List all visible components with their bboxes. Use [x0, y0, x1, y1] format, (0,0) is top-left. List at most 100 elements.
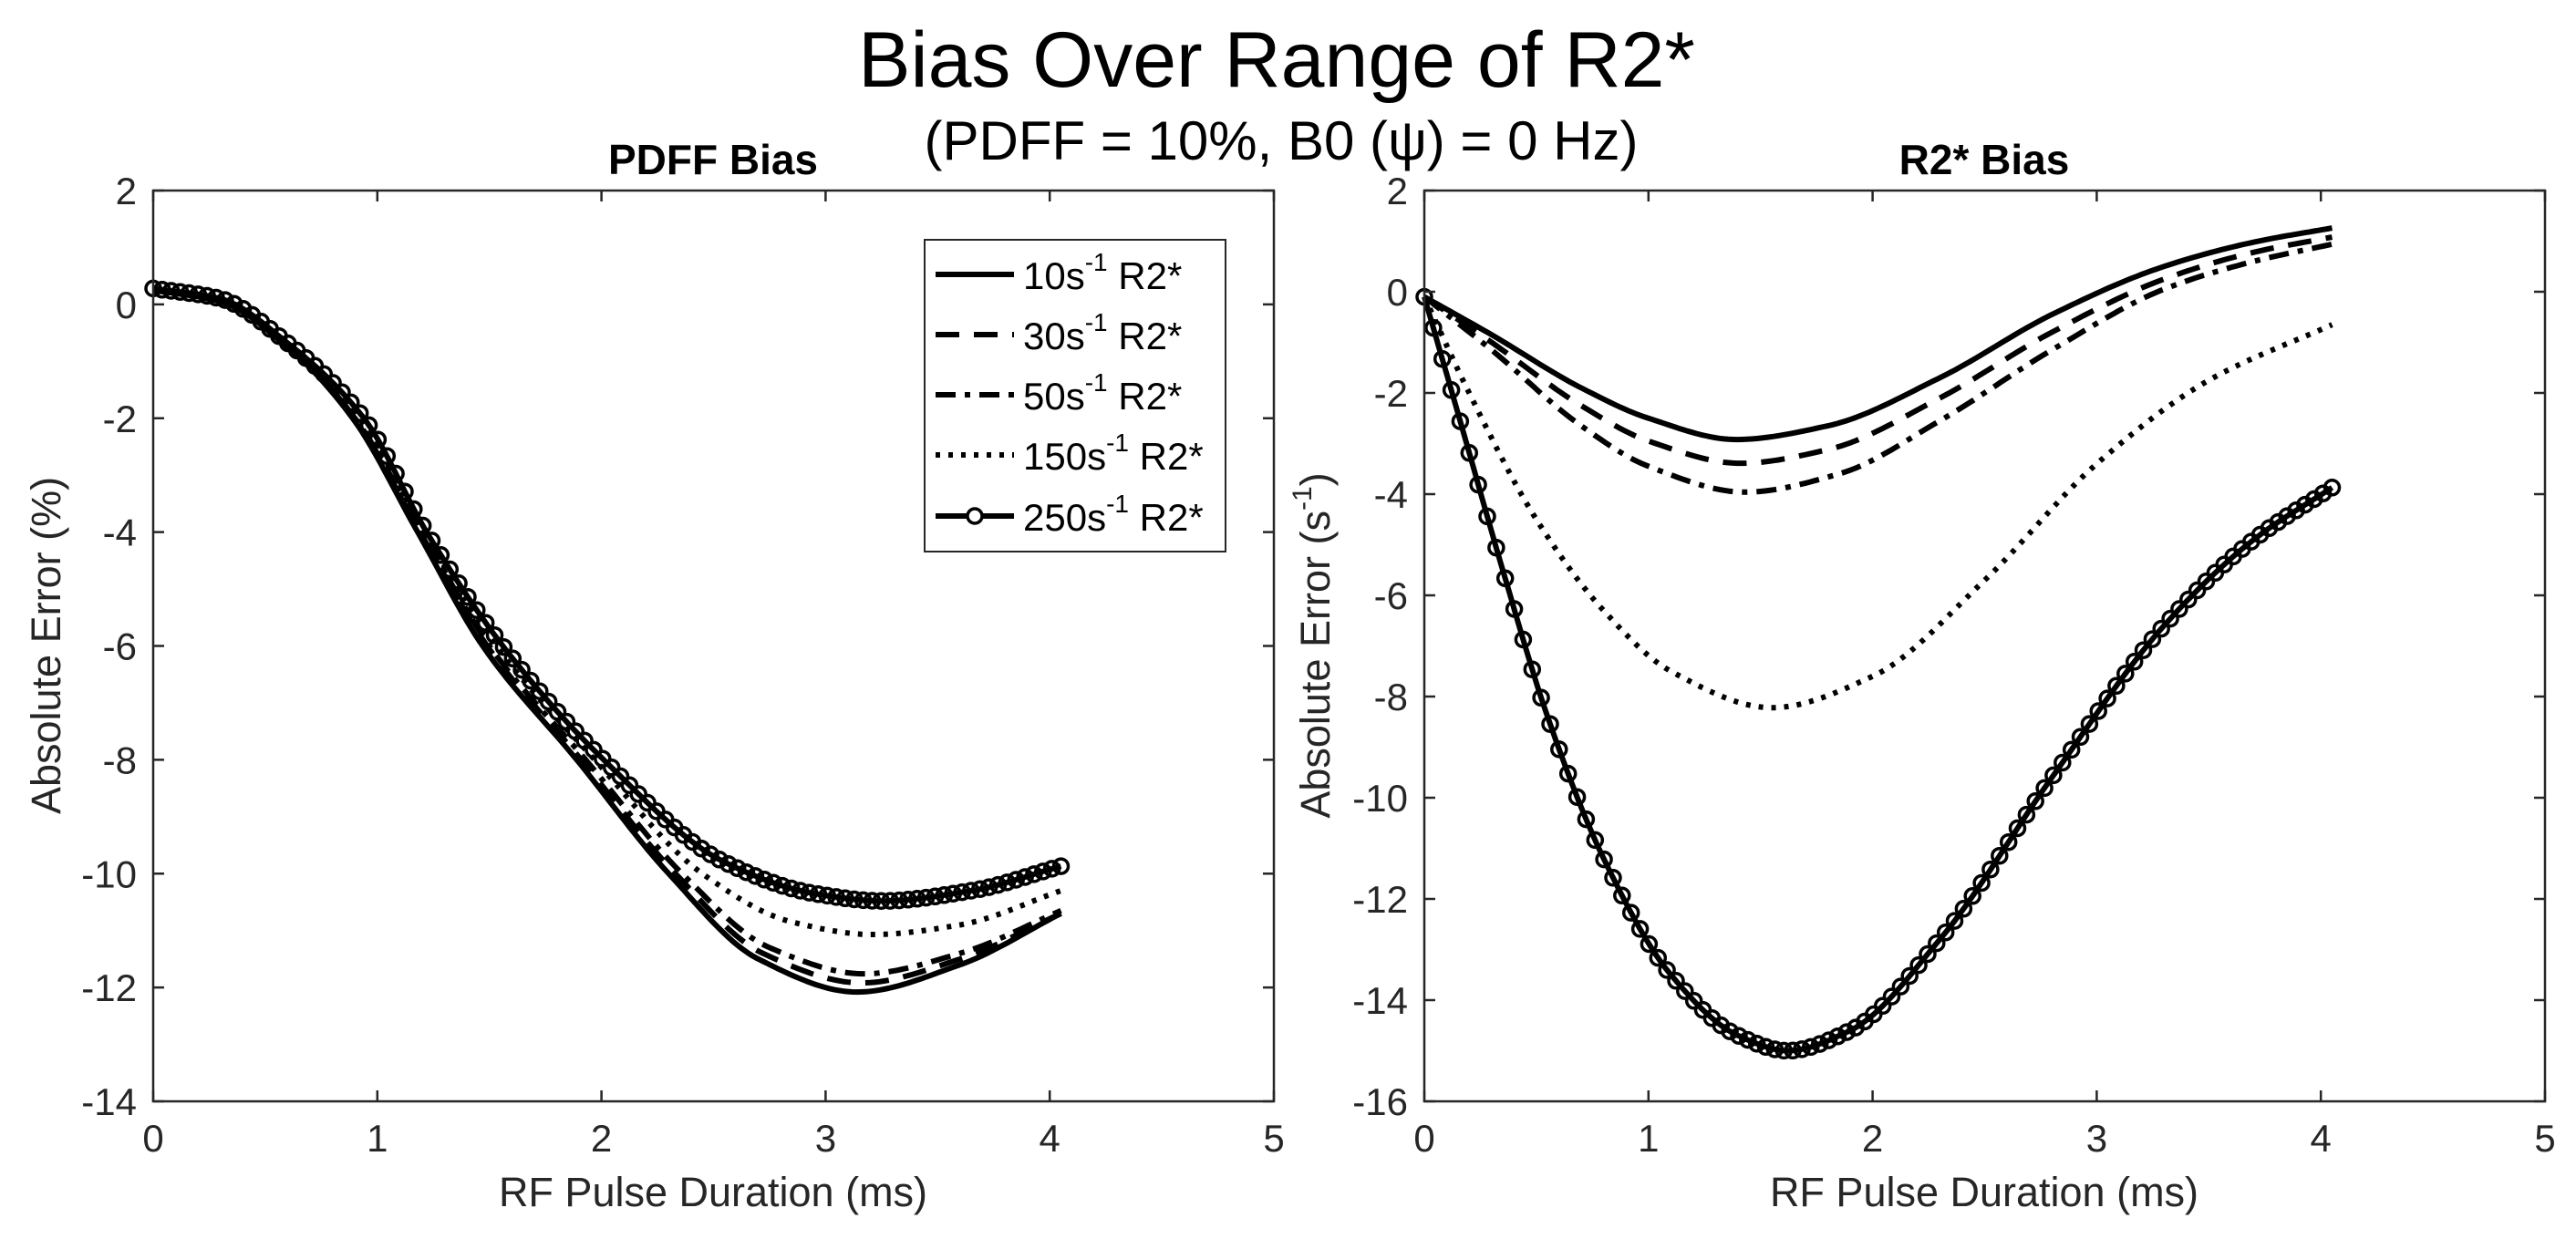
- pdff-data-point: [180, 284, 199, 303]
- legend-label-sup: -1: [1085, 308, 1108, 336]
- legend-label-2: 50s-1 R2*: [1023, 368, 1182, 418]
- pdff-x-tick-label: 3: [815, 1117, 836, 1160]
- pdff-data-point: [153, 281, 171, 299]
- r2-data-point: [1649, 948, 1668, 967]
- pdff-data-point: [368, 430, 388, 449]
- pdff-x-tick-label: 4: [1040, 1117, 1060, 1160]
- r2-series-line-3: [1422, 295, 2333, 711]
- pdff-data-point: [863, 892, 882, 910]
- r2-data-point: [2044, 766, 2063, 785]
- legend-label-sup: -1: [1085, 248, 1108, 276]
- pdff-data-point: [998, 873, 1017, 892]
- legend-label-sup: -1: [1106, 428, 1129, 457]
- pdff-data-point: [1034, 862, 1052, 881]
- legend-label-suffix: R2*: [1108, 315, 1183, 357]
- r2-data-point: [1756, 1038, 1775, 1057]
- r2-data-point: [1810, 1035, 1829, 1053]
- pdff-data-point: [773, 876, 791, 895]
- r2-y-tick-label: -12: [1352, 878, 1408, 921]
- r2-data-point: [1909, 955, 1928, 975]
- pdff-y-tick-label: -4: [103, 511, 137, 554]
- legend-marker-icon: [966, 507, 984, 525]
- r2-series-markers-4: [1415, 287, 2342, 1060]
- pdff-data-point: [935, 886, 954, 904]
- r2-data-point: [1586, 831, 1605, 850]
- r2-data-point: [1819, 1031, 1838, 1049]
- pdff-data-point: [539, 692, 558, 711]
- r2-data-point: [1784, 1041, 1802, 1060]
- r2-data-point: [1442, 381, 1461, 399]
- pdff-data-point: [988, 875, 1008, 894]
- legend-label-suffix: R2*: [1129, 435, 1204, 478]
- r2-x-tick-label: 0: [1413, 1117, 1434, 1160]
- pdff-data-point: [1007, 871, 1025, 889]
- r2-y-tick-label: -10: [1352, 777, 1408, 820]
- r2-data-point: [1999, 832, 2018, 852]
- pdff-data-point: [818, 886, 836, 905]
- pdff-x-tick-label: 5: [1263, 1117, 1284, 1160]
- pdff-data-point: [413, 516, 432, 535]
- pdff-data-point: [953, 883, 971, 902]
- r2-data-point: [1919, 945, 1937, 964]
- pdff-data-point: [800, 883, 819, 902]
- r2-data-point: [1684, 992, 1703, 1010]
- r2-data-point: [1621, 903, 1640, 922]
- r2-data-point: [1541, 715, 1559, 733]
- r2-data-point: [1558, 764, 1578, 783]
- pdff-data-point: [827, 888, 845, 906]
- pdff-data-point: [468, 601, 486, 619]
- pdff-data-point: [719, 854, 738, 873]
- r2-data-point: [1730, 1027, 1748, 1045]
- r2-axes-frame: [1422, 189, 2547, 1103]
- r2-data-point: [1945, 912, 1964, 930]
- pdff-data-point: [333, 383, 351, 402]
- pdff-series-line-3: [152, 286, 1062, 937]
- pdff-data-point: [962, 882, 980, 900]
- r2-data-point: [2008, 819, 2027, 838]
- r2-data-point: [1577, 810, 1596, 829]
- pdff-data-point: [485, 625, 504, 645]
- pdff-data-point: [764, 873, 782, 893]
- pdff-x-tick-label: 0: [142, 1117, 163, 1160]
- r2-data-point: [1550, 740, 1568, 759]
- r2-data-point: [1972, 873, 1991, 893]
- r2-series-line-1: [1422, 234, 2333, 467]
- r2-data-point: [2152, 619, 2170, 638]
- pdff-data-point: [890, 891, 908, 910]
- r2-data-point: [1630, 920, 1650, 938]
- pdff-data-point: [944, 884, 962, 903]
- r2-y-label-base: Absolute Error (s: [1292, 511, 1339, 819]
- r2-data-point: [2080, 715, 2099, 733]
- legend: 10s-1 R2*30s-1 R2*50s-1 R2*150s-1 R2*250…: [924, 239, 1226, 552]
- pdff-data-point: [503, 649, 522, 668]
- pdff-data-point: [378, 447, 397, 465]
- pdff-x-tick-label: 1: [367, 1117, 388, 1160]
- pdff-y-tick-label: 0: [116, 284, 137, 326]
- pdff-data-point: [782, 879, 801, 898]
- legend-box: [924, 239, 1226, 552]
- r2-y-tick-label: -14: [1352, 979, 1408, 1022]
- r2-x-axis-label: RF Pulse Duration (ms): [1770, 1169, 2198, 1215]
- legend-label-base: 150s: [1023, 435, 1106, 478]
- pdff-data-point: [845, 890, 864, 909]
- r2-data-point: [1667, 972, 1685, 990]
- r2-y-axis-label: Absolute Error (s-1): [1288, 472, 1339, 818]
- pdff-data-point: [422, 532, 441, 550]
- figure-subtitle: (PDFF = 10%, B0 (ψ) = 0 Hz): [925, 110, 1639, 171]
- pdff-data-point: [979, 878, 998, 896]
- pdff-data-point: [476, 614, 495, 632]
- legend-label-0: 10s-1 R2*: [1023, 248, 1182, 297]
- r2-y-tick-label: 2: [1387, 170, 1408, 212]
- r2-y-tick-label: -2: [1374, 372, 1408, 415]
- r2-series-line-0: [1422, 225, 2333, 443]
- pdff-data-point: [916, 888, 936, 907]
- r2-y-tick-label: 0: [1387, 271, 1408, 314]
- r2-y-label-sup: -1: [1288, 486, 1318, 511]
- pdff-data-point: [161, 282, 181, 300]
- pdff-data-point: [899, 891, 917, 909]
- pdff-data-point: [1016, 868, 1034, 886]
- r2-data-point: [1739, 1030, 1757, 1049]
- r2-x-tick-label: 4: [2311, 1117, 2332, 1160]
- legend-label-4: 250s-1 R2*: [1023, 490, 1204, 539]
